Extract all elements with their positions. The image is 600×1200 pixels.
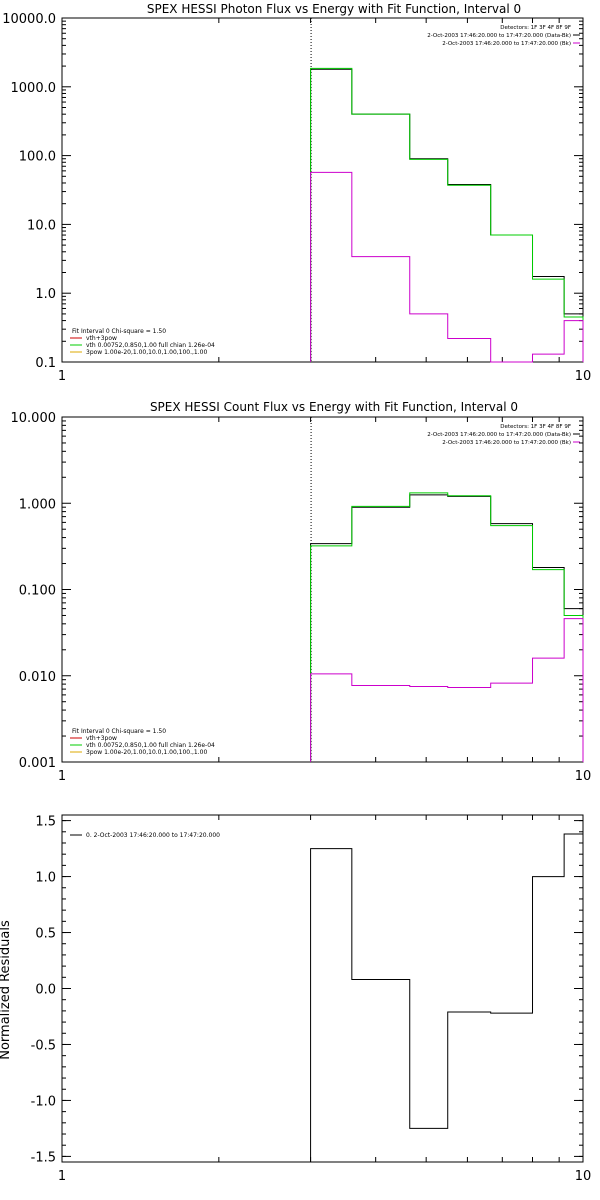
x-tick-label: 10 [575, 1169, 592, 1184]
legend-left: 0. 2-Oct-2003 17:46:20.000 to 17:47:20.0… [70, 832, 220, 839]
legend-entry: vth 0.00752,0.850,1.00 full chian 1.26e-… [86, 342, 215, 349]
legend-entry: 2-Oct-2003 17:46:20.000 to 17:47:20.000 … [442, 440, 571, 446]
y-tick-label: 1.0 [35, 287, 56, 302]
series-group [310, 492, 584, 762]
y-tick-label: -1.0 [31, 1094, 56, 1109]
legend-entry: 3pow 1.00e-20,1.00,10.0,1.00,100.,1.00 [86, 349, 207, 356]
legend-entry: 2-Oct-2003 17:46:20.000 to 17:47:20.000 … [427, 33, 571, 39]
y-tick-labels: -1.5 -1.0 -0.5 0.0 0.5 1.0 1.5 [31, 815, 56, 1166]
y-tick-label: 1.0 [35, 871, 56, 886]
series-line-2 [310, 618, 584, 762]
y-tick-label: 10.0 [27, 218, 56, 233]
legend-left: Fit Interval 0 Chi-square = 1.50vth+3pow… [70, 728, 215, 756]
y-tick-label: 0.0 [35, 983, 56, 998]
y-tick-label: 0.100 [19, 584, 56, 599]
legend-entry: vth+3pow [86, 335, 117, 342]
x-tick-label: 10 [575, 769, 592, 784]
y-tick-label: 0.001 [19, 756, 56, 771]
count-flux-panel: SPEX HESSI Count Flux vs Energy with Fit… [11, 400, 592, 784]
tick-marks [62, 17, 583, 363]
series-line-1 [310, 492, 584, 762]
plot-frame [61, 17, 584, 363]
chart-title: SPEX HESSI Photon Flux vs Energy with Fi… [147, 2, 521, 16]
legend-entry: Detectors: 1F 3F 4F 8F 9F [500, 424, 571, 430]
legend-entry: Detectors: 1F 3F 4F 8F 9F [500, 25, 571, 31]
x-tick-label: 10 [575, 369, 592, 384]
legend-entry: 0. 2-Oct-2003 17:46:20.000 to 17:47:20.0… [86, 832, 220, 839]
residuals-panel: Normalized Residuals -1.5 -1.0 -0.5 0.0 0.5 1… [0, 814, 591, 1184]
legend-right: Detectors: 1F 3F 4F 8F 9F 2-Oct-2003 17:4… [427, 424, 580, 446]
y-tick-label: 1000.0 [11, 81, 57, 96]
y-tick-label: 0.010 [19, 670, 56, 685]
legend-entry: Fit Interval 0 Chi-square = 1.50 [72, 728, 166, 735]
legend-left: Fit Interval 0 Chi-square = 1.50vth+3pow… [70, 328, 215, 356]
photon-flux-panel: SPEX HESSI Photon Flux vs Energy with Fi… [2, 2, 591, 384]
y-tick-labels: 0.1 1.0 10.0 100.0 1000.0 10000.0 [2, 12, 56, 371]
series-group [310, 67, 584, 363]
series-line-0 [310, 833, 584, 1162]
x-tick-label: 1 [58, 769, 66, 784]
y-axis-label: Normalized Residuals [0, 920, 13, 1060]
y-tick-label: 1.5 [35, 815, 56, 830]
series-group [310, 833, 584, 1162]
y-tick-label: -1.5 [31, 1150, 56, 1165]
legend-entry: 2-Oct-2003 17:46:20.000 to 17:47:20.000 … [442, 41, 571, 47]
x-tick-label: 1 [58, 369, 66, 384]
y-tick-label: 10.000 [11, 411, 57, 426]
series-line-1 [310, 67, 584, 362]
legend-entry: vth+3pow [86, 735, 117, 742]
legend-entry: 3pow 1.00e-20,1.00,10.0,1.00,100.,1.00 [86, 749, 207, 756]
legend-entry: 2-Oct-2003 17:46:20.000 to 17:47:20.000 … [427, 432, 571, 438]
chart-title: SPEX HESSI Count Flux vs Energy with Fit… [150, 400, 518, 414]
legend-entry: vth 0.00752,0.850,1.00 full chian 1.26e-… [86, 742, 215, 749]
y-tick-label: 1.000 [19, 497, 56, 512]
tick-marks [62, 416, 583, 763]
x-tick-labels: 1 10 [58, 769, 591, 784]
series-line-2 [310, 171, 584, 363]
y-tick-labels: 0.001 0.010 0.100 1.000 10.000 [11, 411, 57, 771]
x-tick-label: 1 [58, 1169, 66, 1184]
legend-right: Detectors: 1F 3F 4F 8F 9F 2-Oct-2003 17:4… [427, 25, 580, 47]
plot-frame [61, 814, 584, 1163]
y-tick-label: -0.5 [31, 1038, 56, 1053]
x-tick-labels: 1 10 [58, 369, 591, 384]
y-tick-label: 0.5 [35, 927, 56, 942]
y-tick-label: 10000.0 [2, 12, 56, 27]
y-tick-label: 100.0 [19, 150, 56, 165]
y-tick-label: 0.1 [35, 356, 56, 371]
tick-marks [62, 815, 583, 1162]
legend-entry: Fit Interval 0 Chi-square = 1.50 [72, 328, 166, 335]
x-tick-labels: 1 10 [58, 1169, 591, 1184]
plot-frame [61, 416, 584, 763]
